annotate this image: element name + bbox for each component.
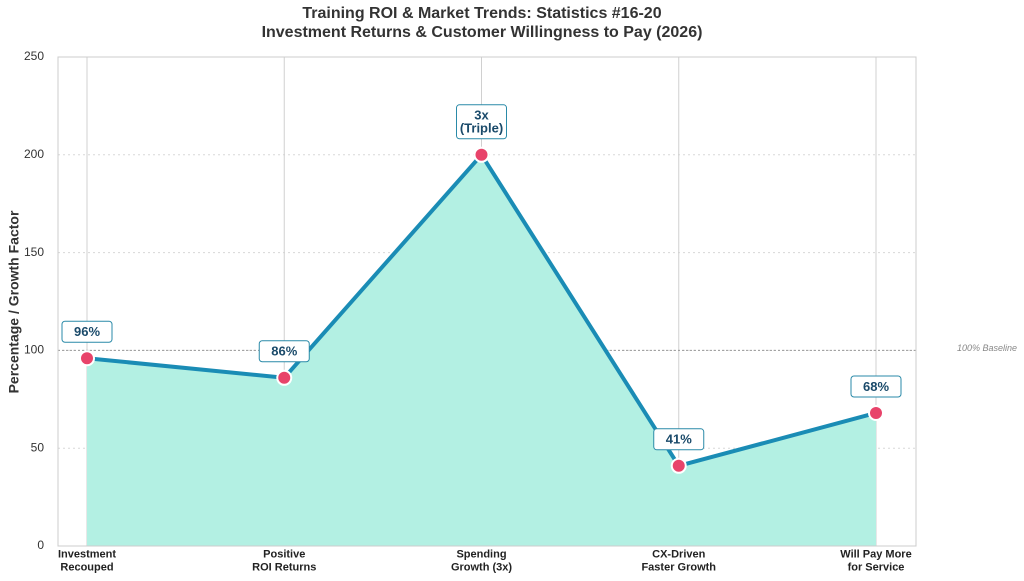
y-tick-label: 0 [37, 538, 44, 552]
area [87, 154, 876, 547]
baseline-label: 100% Baseline [957, 343, 1017, 353]
plot-frame [57, 56, 917, 547]
value-label-box [61, 320, 113, 343]
marker [670, 457, 687, 474]
value-label-box [456, 104, 507, 140]
value-label-box [258, 340, 310, 363]
x-tick-label: CX-Driven Faster Growth [641, 548, 716, 573]
y-tick-label: 150 [24, 245, 44, 259]
y-tick-label: 200 [24, 147, 44, 161]
value-label: 3x (Triple) [460, 108, 503, 136]
chart-subtitle: Investment Returns & Customer Willingnes… [262, 24, 703, 41]
x-tick-label: Will Pay More for Service [840, 548, 911, 573]
marker [276, 369, 293, 386]
value-label-box [850, 375, 902, 398]
y-tick-label: 250 [24, 49, 44, 63]
value-label: 68% [863, 379, 889, 394]
y-tick-label: 100 [24, 343, 44, 357]
x-tick-label: Positive ROI Returns [252, 548, 316, 573]
marker [79, 350, 95, 367]
y-axis-label: Percentage / Growth Factor [6, 210, 22, 393]
marker [868, 404, 884, 421]
chart-title: Training ROI & Market Trends: Statistics… [302, 5, 661, 22]
marker [473, 146, 490, 163]
value-label: 96% [74, 324, 100, 339]
x-tick-label: Spending Growth (3x) [451, 548, 512, 573]
value-label-box [653, 428, 705, 451]
y-tick-label: 50 [31, 440, 45, 454]
value-label: 41% [666, 432, 692, 447]
x-tick-label: Investment Recouped [58, 548, 116, 573]
value-label: 86% [271, 344, 297, 359]
